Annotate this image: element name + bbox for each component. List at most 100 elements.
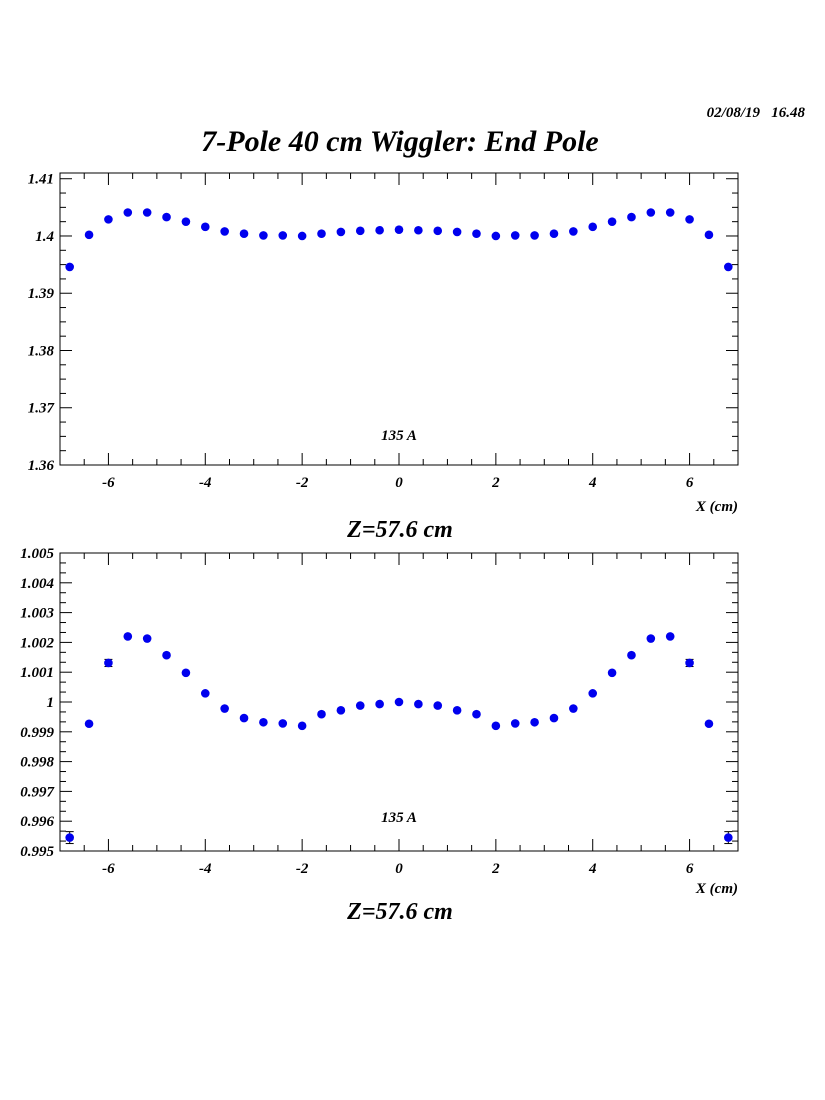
data-point bbox=[607, 668, 617, 678]
data-point bbox=[104, 658, 113, 668]
x-tick-label: 4 bbox=[588, 475, 597, 491]
x-tick-label: 2 bbox=[491, 861, 500, 877]
data-point bbox=[336, 227, 346, 237]
data-point bbox=[84, 719, 94, 729]
x-tick-label: -6 bbox=[102, 861, 115, 877]
y-tick-label: 1.41 bbox=[28, 172, 54, 188]
data-point bbox=[142, 634, 152, 643]
data-point bbox=[452, 227, 462, 237]
data-point bbox=[433, 226, 443, 236]
data-point bbox=[375, 225, 384, 235]
data-point bbox=[239, 229, 249, 238]
date-time-stamp: 02/08/19 16.48 bbox=[706, 105, 805, 121]
data-point bbox=[588, 689, 598, 698]
bottom-field-plot: -6 -4 -2 0 2 4 6 0.995 0.996 0.997 0.998 0.999 1 1.00… bbox=[20, 546, 739, 925]
data-point bbox=[685, 215, 694, 224]
data-point bbox=[84, 230, 94, 240]
data-point bbox=[181, 668, 191, 678]
y-tick-label: 1.4 bbox=[35, 229, 54, 245]
data-point bbox=[491, 721, 501, 731]
data-point bbox=[297, 231, 307, 241]
data-point bbox=[433, 701, 443, 710]
data-point bbox=[704, 230, 714, 240]
x-tick-label: 6 bbox=[686, 475, 694, 491]
data-point bbox=[665, 208, 675, 217]
current-annotation: 135 A bbox=[381, 810, 417, 826]
data-point bbox=[627, 212, 636, 222]
plot-subtitle: Z=57.6 cm bbox=[346, 517, 453, 543]
y-tick-label: 1 bbox=[47, 695, 55, 711]
y-tick-label: 0.999 bbox=[20, 725, 54, 741]
y-tick-label: 0.998 bbox=[20, 755, 54, 771]
x-tick-label: -4 bbox=[199, 475, 212, 491]
y-tick-label: 0.995 bbox=[20, 844, 54, 860]
data-point bbox=[646, 634, 656, 643]
data-point bbox=[549, 229, 559, 238]
data-point bbox=[123, 632, 133, 641]
data-point bbox=[278, 719, 288, 728]
data-point bbox=[414, 225, 423, 235]
current-annotation: 135 A bbox=[381, 428, 417, 444]
y-tick-label: 0.996 bbox=[20, 814, 54, 830]
data-point bbox=[104, 215, 113, 224]
x-tick-label: -2 bbox=[296, 475, 309, 491]
data-point bbox=[123, 208, 133, 217]
data-point bbox=[259, 231, 268, 240]
page-title: 7-Pole 40 cm Wiggler: End Pole bbox=[201, 125, 599, 158]
data-point bbox=[162, 650, 171, 660]
data-point bbox=[200, 222, 210, 232]
data-point bbox=[200, 689, 210, 698]
x-tick-label: 2 bbox=[491, 475, 500, 491]
data-point bbox=[569, 227, 578, 236]
data-point bbox=[646, 208, 656, 217]
data-point bbox=[607, 217, 617, 226]
x-tick-label: 4 bbox=[588, 861, 597, 877]
x-tick-label: -4 bbox=[199, 861, 212, 877]
x-axis-label: X (cm) bbox=[695, 499, 738, 515]
y-tick-label: 1.001 bbox=[20, 665, 54, 681]
data-point bbox=[297, 721, 307, 731]
data-point bbox=[704, 719, 714, 729]
x-tick-label: 6 bbox=[686, 861, 694, 877]
y-tick-label: 1.37 bbox=[28, 401, 55, 417]
data-point bbox=[472, 229, 481, 238]
data-point bbox=[530, 231, 539, 240]
data-point bbox=[220, 227, 229, 236]
y-tick-label: 1.39 bbox=[28, 286, 55, 302]
y-tick-label: 1.38 bbox=[28, 343, 55, 359]
plot-frame bbox=[59, 172, 739, 466]
x-tick-label: 0 bbox=[395, 475, 403, 491]
data-point bbox=[452, 706, 462, 715]
data-point bbox=[65, 833, 74, 842]
data-point bbox=[724, 833, 733, 842]
x-tick-label: -6 bbox=[102, 475, 115, 491]
data-point bbox=[627, 650, 636, 660]
data-point bbox=[162, 212, 171, 222]
data-point bbox=[375, 699, 384, 709]
plot-subtitle: Z=57.6 cm bbox=[346, 899, 453, 925]
data-point bbox=[317, 229, 326, 238]
y-tick-label: 0.997 bbox=[20, 784, 54, 800]
data-point bbox=[394, 225, 404, 234]
x-tick-label: 0 bbox=[395, 861, 403, 877]
x-tick-label: -2 bbox=[296, 861, 309, 877]
data-point bbox=[278, 231, 288, 240]
data-point bbox=[355, 701, 365, 710]
data-point bbox=[355, 226, 365, 236]
data-point bbox=[569, 704, 578, 713]
y-tick-label: 1.36 bbox=[28, 458, 55, 474]
data-point bbox=[665, 632, 675, 641]
y-tick-label: 1.002 bbox=[20, 635, 54, 651]
y-tick-label: 1.003 bbox=[20, 606, 54, 622]
data-point bbox=[394, 697, 404, 707]
y-tick-label: 1.004 bbox=[20, 576, 54, 592]
data-point bbox=[510, 231, 520, 240]
data-point bbox=[472, 709, 481, 719]
data-point bbox=[220, 704, 229, 713]
y-tick-label: 1.005 bbox=[20, 546, 54, 562]
x-axis-label: X (cm) bbox=[695, 881, 738, 897]
data-point bbox=[685, 658, 694, 668]
data-point bbox=[414, 699, 423, 709]
data-point bbox=[239, 713, 249, 723]
data-point bbox=[181, 217, 191, 226]
